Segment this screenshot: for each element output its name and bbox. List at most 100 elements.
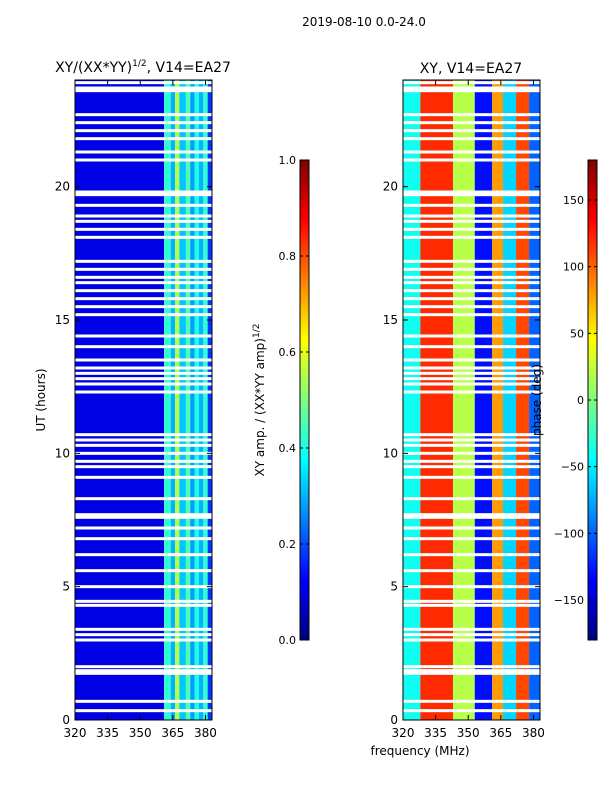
flagged-row (75, 113, 212, 117)
heatmap-band (529, 80, 540, 720)
y-tick-label: 15 (55, 313, 70, 327)
flagged-row (75, 599, 212, 603)
flagged-row (75, 451, 212, 455)
flagged-row (75, 334, 212, 338)
x-tick-label: 320 (64, 726, 87, 740)
flagged-row (75, 638, 212, 642)
colorbar-tick-label: 100 (563, 261, 584, 274)
flagged-row (403, 81, 540, 85)
y-tick-label: 5 (62, 580, 70, 594)
flagged-row (403, 113, 540, 117)
colorbar-tick-label: 0.4 (279, 442, 297, 455)
flagged-row (75, 465, 212, 469)
flagged-row (403, 121, 540, 125)
x-tick-label: 350 (129, 726, 152, 740)
x-tick-label: 365 (161, 726, 184, 740)
flagged-row (75, 382, 212, 386)
flagged-row (75, 497, 212, 501)
flagged-row (403, 497, 540, 501)
amplitude-colorbar-gradient (299, 159, 310, 641)
flagged-row (403, 297, 540, 301)
heatmap-band (164, 80, 171, 720)
flagged-row (403, 86, 540, 90)
phase-x-ticks: 320 335 350 365 380 (392, 80, 545, 740)
heatmap-band (492, 80, 504, 720)
flagged-row (75, 371, 212, 375)
flagged-row (403, 137, 540, 141)
phase-y-ticks: 0 5 10 15 20 (383, 180, 540, 727)
flagged-row (403, 475, 540, 479)
y-tick-label: 10 (55, 446, 70, 460)
x-tick-label: 320 (392, 726, 415, 740)
amplitude-heatmap (75, 80, 212, 720)
flagged-row (403, 451, 540, 455)
flagged-row (403, 275, 540, 279)
flagged-row (403, 89, 540, 93)
flagged-row (75, 603, 212, 607)
flagged-row (75, 203, 212, 207)
flagged-row (75, 537, 212, 541)
flagged-row (403, 193, 540, 197)
heatmap-band (516, 80, 530, 720)
amplitude-x-ticks: 320 335 350 365 380 (64, 80, 217, 740)
phase-colorbar-label: phase (deg) (530, 364, 544, 436)
heatmap-band (175, 80, 180, 720)
flagged-row (75, 267, 212, 271)
amplitude-panel-title: XY/(XX*YY)1/2, V14=EA27 (55, 59, 231, 76)
flagged-row (75, 515, 212, 519)
flagged-row (403, 699, 540, 703)
heatmap-band (503, 80, 517, 720)
colorbar-tick-label: 150 (563, 194, 584, 207)
y-tick-label: 5 (390, 580, 398, 594)
amplitude-y-ticks: 0 5 10 15 20 (55, 180, 212, 727)
flagged-row (75, 190, 212, 194)
phase-plot-frame (402, 79, 541, 721)
flagged-row (75, 227, 212, 231)
flagged-row (75, 433, 212, 437)
flagged-row (75, 313, 212, 317)
flagged-row (403, 669, 540, 673)
flagged-row (403, 709, 540, 713)
flagged-row (403, 334, 540, 338)
phase-colorbar-ticks: 150 100 50 0 −50 −100 −150 (554, 194, 597, 607)
flagged-row (75, 281, 212, 285)
heatmap-band (75, 80, 165, 720)
colorbar-tick-label: 0.8 (279, 250, 297, 263)
heatmap-band (207, 80, 212, 720)
flagged-row (403, 190, 540, 194)
amplitude-colorbar-ticks: 0.0 0.2 0.4 0.6 0.8 1.0 (279, 154, 309, 647)
amplitude-panel: XY/(XX*YY)1/2, V14=EA27 320 335 350 365 380 … (34, 59, 231, 740)
heatmap-band (198, 80, 204, 720)
flagged-row (75, 459, 212, 463)
colorbar-tick-label: 0.6 (279, 346, 297, 359)
flagged-row (403, 382, 540, 386)
flagged-row (403, 235, 540, 239)
flagged-row (75, 214, 212, 218)
phase-heatmap (403, 80, 540, 720)
flagged-row (403, 459, 540, 463)
y-tick-label: 20 (55, 180, 70, 194)
flagged-row (75, 633, 212, 637)
colorbar-tick-label: −50 (561, 461, 584, 474)
flagged-row (75, 669, 212, 673)
flagged-row (403, 203, 540, 207)
y-tick-label: 20 (383, 180, 398, 194)
flagged-row (403, 371, 540, 375)
flagged-row (403, 465, 540, 469)
flagged-row (403, 603, 540, 607)
flagged-row (403, 513, 540, 517)
flagged-row (403, 438, 540, 442)
flagged-row (75, 158, 212, 162)
y-tick-label: 15 (383, 313, 398, 327)
amplitude-colorbar: 0.0 0.2 0.4 0.6 0.8 1.0 XY amp. / (XX*YY amp)… (252, 154, 310, 647)
x-tick-label: 365 (489, 726, 512, 740)
flagged-row (403, 433, 540, 437)
flagged-row (75, 366, 212, 370)
heatmap-band (194, 80, 199, 720)
flagged-row (75, 121, 212, 125)
y-axis-label: UT (hours) (34, 368, 48, 431)
flagged-row (403, 289, 540, 293)
flagged-row (403, 305, 540, 309)
x-tick-label: 380 (194, 726, 217, 740)
